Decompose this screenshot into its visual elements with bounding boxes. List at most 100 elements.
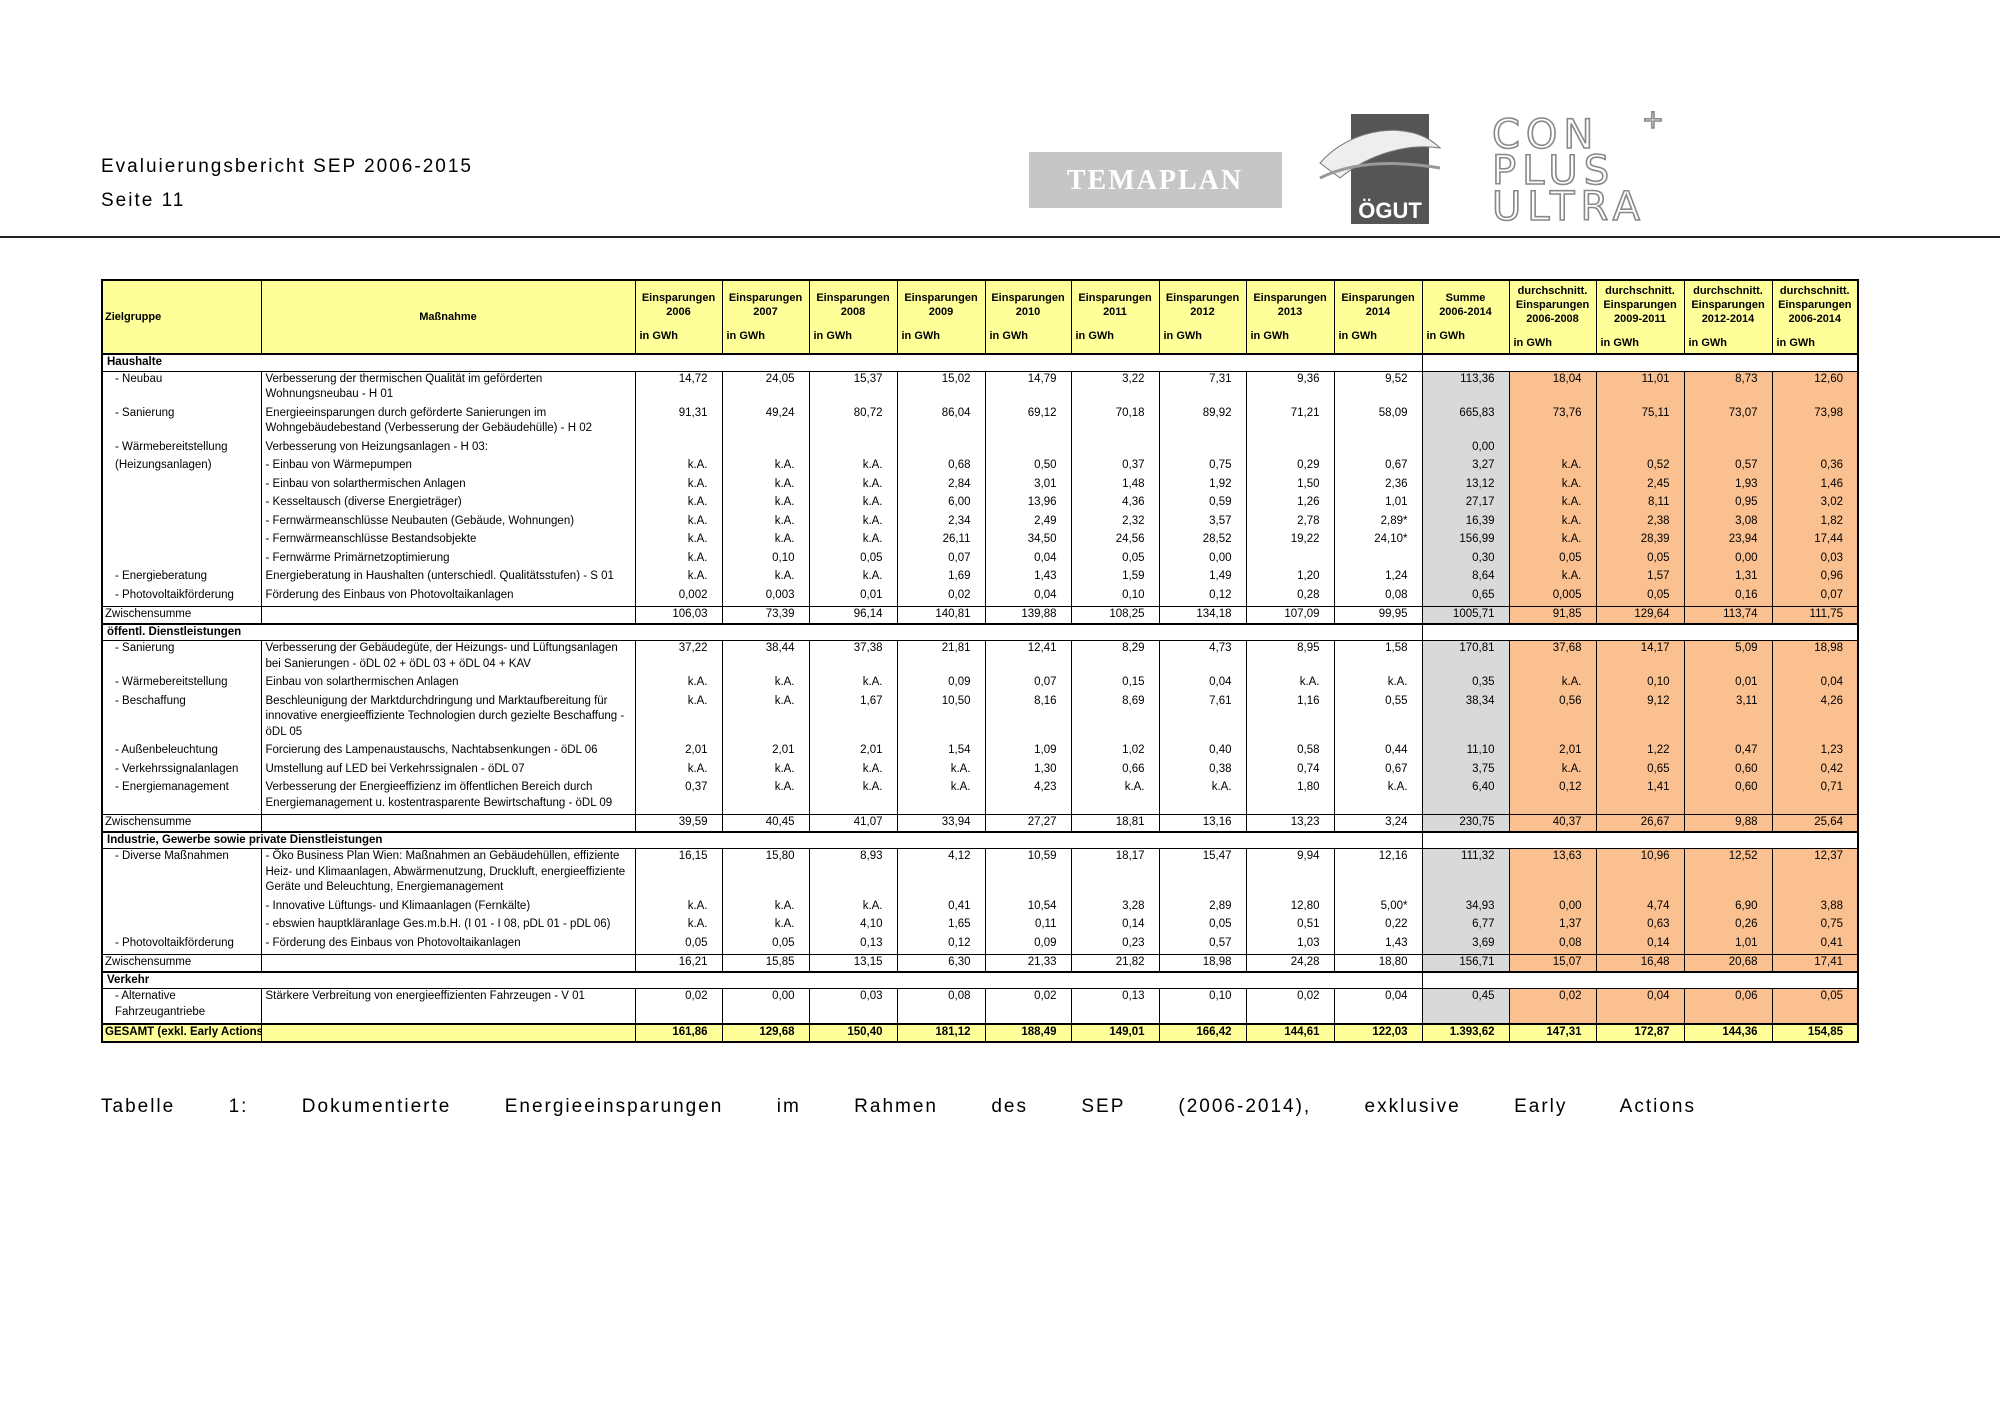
value-cell: 0,00 [721, 988, 810, 1024]
data-row: - Wärmebereitstellung Verbesserung von He… [101, 439, 1859, 458]
value-cell: 3,75 [1421, 761, 1510, 780]
header-line: Einsparungen [1778, 299, 1852, 311]
value-cell: 2,38 [1595, 513, 1685, 532]
column-header: Einsparungen 2008 in GWh [808, 280, 898, 355]
value-cell: 147,31 [1508, 1023, 1597, 1042]
value-cell: 0,04 [1595, 988, 1685, 1024]
value-cell: 0,04 [1158, 675, 1247, 694]
value-cell: 4,10 [808, 917, 898, 936]
column-header: Einsparungen 2010 in GWh [984, 280, 1072, 355]
value-cell [1595, 439, 1685, 458]
value-cell: 0,29 [1245, 458, 1335, 477]
measure: Forcierung des Lampenaustauschs, Nachtab… [260, 743, 636, 762]
value-cell: 140,81 [896, 606, 986, 624]
value-cell: 1,46 [1771, 476, 1859, 495]
subtotal-row: Zwischensumme 16,21 15,85 13,15 6,30 21,33 21,… [101, 954, 1859, 972]
value-cell: 16,15 [634, 848, 723, 899]
value-cell: 6,00 [896, 495, 986, 514]
value-cell: k.A. [634, 569, 723, 588]
value-cell: 0,37 [1070, 458, 1160, 477]
target-group: (Heizungsanlagen) [101, 458, 262, 477]
report-title: Evaluierungsbericht SEP 2006-2015 [101, 156, 473, 177]
value-cell: 26,67 [1595, 814, 1685, 832]
value-cell: 0,14 [1595, 935, 1685, 955]
data-row: - Photovoltaikförderung - Förderung des E… [101, 935, 1859, 955]
value-cell: 1,67 [808, 693, 898, 743]
value-cell: 111,32 [1421, 848, 1510, 899]
value-cell: 10,96 [1595, 848, 1685, 899]
value-cell: k.A. [721, 476, 810, 495]
value-cell: 0,05 [1508, 550, 1597, 569]
target-group: Zwischensumme [101, 954, 262, 972]
temaplan-logo: TEMAPLAN [1067, 165, 1243, 196]
value-cell: 24,56 [1070, 532, 1160, 551]
value-cell: 9,94 [1245, 848, 1335, 899]
data-row: - Fernwärmeanschlüsse Neubauten (Gebäude… [101, 513, 1859, 532]
column-header: Zielgruppe [101, 280, 262, 355]
header-line: 2006-2008 [1526, 313, 1579, 325]
unit-label: in GWh [1776, 337, 1816, 349]
value-cell: 3,08 [1683, 513, 1773, 532]
value-cell: 0,22 [1333, 917, 1423, 936]
value-cell: k.A. [1070, 780, 1160, 815]
value-cell: k.A. [1333, 675, 1423, 694]
value-cell: 1,65 [896, 917, 986, 936]
value-cell: 14,17 [1595, 640, 1685, 675]
value-cell: k.A. [808, 780, 898, 815]
value-cell: 7,61 [1158, 693, 1247, 743]
measure: - Förderung des Einbaus von Photovoltaik… [260, 935, 636, 955]
value-cell: k.A. [634, 532, 723, 551]
value-cell: 11,10 [1421, 743, 1510, 762]
value-cell: k.A. [634, 675, 723, 694]
value-cell: 12,16 [1333, 848, 1423, 899]
value-cell: 16,48 [1595, 954, 1685, 972]
value-cell: k.A. [634, 917, 723, 936]
value-cell: k.A. [808, 476, 898, 495]
data-row: - Diverse Maßnahmen - Öko Business Plan W… [101, 848, 1859, 899]
measure: Verbesserung von Heizungsanlagen - H 03: [260, 439, 636, 458]
value-cell: 15,02 [896, 371, 986, 406]
value-cell: 4,23 [984, 780, 1072, 815]
header-line: Maßnahme [419, 311, 477, 323]
value-cell: 24,05 [721, 371, 810, 406]
header-line: 2006 [666, 306, 691, 318]
value-cell: 139,88 [984, 606, 1072, 624]
value-cell: k.A. [634, 476, 723, 495]
value-cell: 144,36 [1683, 1023, 1773, 1042]
logos: TEMAPLAN ÖGUT CON PLUS ULTRA + [1029, 108, 1665, 228]
unit-label: in GWh [1250, 330, 1290, 342]
value-cell: 38,34 [1421, 693, 1510, 743]
value-cell: 8,73 [1683, 371, 1773, 406]
value-cell: 1,80 [1245, 780, 1335, 815]
value-cell [1771, 439, 1859, 458]
measure: Energieeinsparungen durch geförderte San… [260, 405, 636, 440]
value-cell [1333, 550, 1423, 569]
header-line: 2014 [1365, 306, 1391, 318]
value-cell: k.A. [808, 898, 898, 917]
data-row: - Innovative Lüftungs- und Klimaanlagen … [101, 898, 1859, 917]
data-row: - Energiemanagement Verbesserung der Ener… [101, 780, 1859, 815]
value-cell: 20,68 [1683, 954, 1773, 972]
measure: Förderung des Einbaus von Photovoltaikan… [260, 587, 636, 607]
header-line: 2006-2014 [1439, 306, 1492, 318]
value-cell: k.A. [808, 569, 898, 588]
value-cell: k.A. [1508, 458, 1597, 477]
value-cell: 0,35 [1421, 675, 1510, 694]
value-cell: 1,93 [1683, 476, 1773, 495]
header-line: durchschnitt. [1693, 285, 1763, 297]
value-cell: 0,05 [1070, 550, 1160, 569]
target-group: - Außenbeleuchtung [101, 743, 262, 762]
value-cell: 12,52 [1683, 848, 1773, 899]
value-cell: k.A. [1508, 675, 1597, 694]
header-line: 2006-2014 [1788, 313, 1842, 325]
value-cell: 37,68 [1508, 640, 1597, 675]
measure: Beschleunigung der Marktdurchdringung un… [260, 693, 636, 743]
value-cell: 16,39 [1421, 513, 1510, 532]
temaplan-box [1029, 152, 1282, 208]
data-row: (Heizungsanlagen) - Einbau von Wärmepumpe… [101, 458, 1859, 477]
logo-ultra: ULTRA [1492, 184, 1646, 228]
value-cell: 1,92 [1158, 476, 1247, 495]
value-cell: 0,09 [984, 935, 1072, 955]
value-cell: 1,58 [1333, 640, 1423, 675]
header-line: Einsparungen [1341, 292, 1415, 304]
